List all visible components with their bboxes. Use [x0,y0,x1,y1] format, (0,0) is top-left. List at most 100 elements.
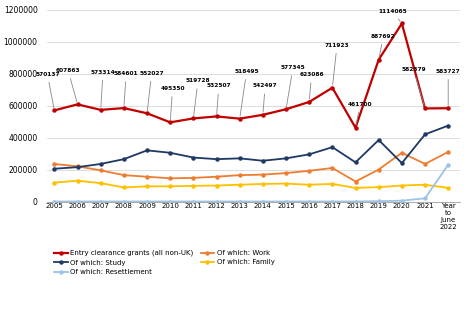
Entry clearance grants (all non-UK) [260,113,266,117]
Text: 542497: 542497 [253,84,277,112]
Of which: Resettlement: (3, 0): Resettlement: (3, 0) [121,200,127,203]
Of which: Study: (7, 2.65e+05): Study: (7, 2.65e+05) [214,157,219,161]
Of which: Study: (15, 2.4e+05): Study: (15, 2.4e+05) [399,161,405,165]
Line: Of which: Resettlement: Of which: Resettlement [53,163,450,203]
Text: 584601: 584601 [114,71,138,105]
Of which: Study: (14, 3.85e+05): Study: (14, 3.85e+05) [376,138,382,142]
Of which: Study: (3, 2.65e+05): Study: (3, 2.65e+05) [121,157,127,161]
Of which: Resettlement: (12, 0): Resettlement: (12, 0) [329,200,335,203]
Of which: Family: (1, 1.3e+05): Family: (1, 1.3e+05) [75,179,81,183]
Text: 607863: 607863 [56,68,81,102]
Of which: Work: (4, 1.55e+05): Work: (4, 1.55e+05) [144,175,150,179]
Of which: Work: (2, 1.95e+05): Work: (2, 1.95e+05) [98,168,103,172]
Of which: Family: (17, 8.5e+04): Family: (17, 8.5e+04) [446,186,451,190]
Text: 552027: 552027 [139,71,164,110]
Of which: Study: (11, 2.95e+05): Study: (11, 2.95e+05) [306,152,312,156]
Of which: Family: (2, 1.15e+05): Family: (2, 1.15e+05) [98,181,103,185]
Of which: Study: (0, 2.05e+05): Study: (0, 2.05e+05) [52,167,57,171]
Text: 577345: 577345 [281,65,305,107]
Of which: Family: (14, 9e+04): Family: (14, 9e+04) [376,185,382,189]
Text: 518495: 518495 [234,69,259,116]
Entry clearance grants (all non-UK) [237,117,243,121]
Of which: Study: (1, 2.15e+05): Study: (1, 2.15e+05) [75,165,81,169]
Of which: Work: (11, 1.92e+05): Work: (11, 1.92e+05) [306,169,312,173]
Of which: Resettlement: (2, 0): Resettlement: (2, 0) [98,200,103,203]
Of which: Resettlement: (17, 2.3e+05): Resettlement: (17, 2.3e+05) [446,163,451,167]
Entry clearance grants (all non-UK) [306,100,312,104]
Of which: Family: (16, 1.05e+05): Family: (16, 1.05e+05) [422,183,428,187]
Of which: Family: (6, 9.8e+04): Family: (6, 9.8e+04) [191,184,196,188]
Text: 887692: 887692 [371,34,396,57]
Of which: Study: (13, 2.45e+05): Study: (13, 2.45e+05) [353,161,358,164]
Entry clearance grants (all non-UK) [422,107,428,111]
Of which: Resettlement: (13, 0): Resettlement: (13, 0) [353,200,358,203]
Of which: Work: (10, 1.78e+05): Work: (10, 1.78e+05) [283,171,289,175]
Of which: Study: (12, 3.4e+05): Study: (12, 3.4e+05) [329,145,335,149]
Of which: Family: (4, 9.5e+04): Family: (4, 9.5e+04) [144,184,150,188]
Of which: Study: (6, 2.75e+05): Study: (6, 2.75e+05) [191,156,196,160]
Text: 519728: 519728 [186,78,210,116]
Of which: Study: (5, 3.05e+05): Study: (5, 3.05e+05) [167,151,173,155]
Of which: Work: (16, 2.35e+05): Work: (16, 2.35e+05) [422,162,428,166]
Of which: Family: (0, 1.18e+05): Family: (0, 1.18e+05) [52,181,57,185]
Of which: Study: (9, 2.55e+05): Study: (9, 2.55e+05) [260,159,266,163]
Of which: Work: (0, 2.35e+05): Work: (0, 2.35e+05) [52,162,57,166]
Of which: Family: (9, 1.1e+05): Family: (9, 1.1e+05) [260,182,266,186]
Of which: Study: (4, 3.2e+05): Study: (4, 3.2e+05) [144,149,150,152]
Of which: Family: (8, 1.05e+05): Family: (8, 1.05e+05) [237,183,243,187]
Of which: Work: (13, 1.25e+05): Work: (13, 1.25e+05) [353,180,358,184]
Entry clearance grants (all non-UK) [52,109,57,112]
Of which: Study: (8, 2.7e+05): Study: (8, 2.7e+05) [237,156,243,160]
Of which: Family: (10, 1.12e+05): Family: (10, 1.12e+05) [283,182,289,186]
Entry clearance grants (all non-UK) [121,106,127,110]
Text: 623086: 623086 [299,72,324,99]
Of which: Resettlement: (1, 0): Resettlement: (1, 0) [75,200,81,203]
Line: Entry clearance grants (all non-UK): Entry clearance grants (all non-UK) [53,22,450,129]
Entry clearance grants (all non-UK) [214,114,219,118]
Entry clearance grants (all non-UK) [98,108,103,112]
Of which: Work: (12, 2.1e+05): Work: (12, 2.1e+05) [329,166,335,170]
Entry clearance grants (all non-UK) [75,102,81,106]
Entry clearance grants (all non-UK) [191,116,196,120]
Of which: Family: (5, 9.5e+04): Family: (5, 9.5e+04) [167,184,173,188]
Text: 495350: 495350 [160,86,185,120]
Text: 582379: 582379 [401,67,426,106]
Of which: Work: (5, 1.45e+05): Work: (5, 1.45e+05) [167,176,173,180]
Text: 711923: 711923 [325,43,349,85]
Of which: Study: (10, 2.7e+05): Study: (10, 2.7e+05) [283,156,289,160]
Of which: Study: (2, 2.35e+05): Study: (2, 2.35e+05) [98,162,103,166]
Of which: Resettlement: (5, 0): Resettlement: (5, 0) [167,200,173,203]
Of which: Family: (7, 1e+05): Family: (7, 1e+05) [214,184,219,188]
Of which: Work: (1, 2.2e+05): Work: (1, 2.2e+05) [75,164,81,168]
Entry clearance grants (all non-UK) [353,126,358,130]
Of which: Work: (6, 1.48e+05): Work: (6, 1.48e+05) [191,176,196,180]
Of which: Resettlement: (10, 0): Resettlement: (10, 0) [283,200,289,203]
Of which: Family: (15, 1e+05): Family: (15, 1e+05) [399,184,405,188]
Line: Of which: Study: Of which: Study [53,124,450,170]
Text: 583727: 583727 [436,69,461,105]
Of which: Resettlement: (11, 0): Resettlement: (11, 0) [306,200,312,203]
Of which: Resettlement: (14, 2e+03): Resettlement: (14, 2e+03) [376,199,382,203]
Entry clearance grants (all non-UK) [376,58,382,62]
Text: 532507: 532507 [207,84,231,114]
Line: Of which: Work: Of which: Work [53,150,450,183]
Entry clearance grants (all non-UK) [399,21,405,25]
Of which: Resettlement: (8, 0): Resettlement: (8, 0) [237,200,243,203]
Of which: Resettlement: (6, 0): Resettlement: (6, 0) [191,200,196,203]
Of which: Work: (14, 2e+05): Work: (14, 2e+05) [376,168,382,172]
Of which: Work: (9, 1.68e+05): Work: (9, 1.68e+05) [260,173,266,176]
Of which: Family: (11, 1.05e+05): Family: (11, 1.05e+05) [306,183,312,187]
Entry clearance grants (all non-UK) [283,107,289,111]
Entry clearance grants (all non-UK) [329,86,335,90]
Of which: Resettlement: (16, 2e+04): Resettlement: (16, 2e+04) [422,196,428,200]
Entry clearance grants (all non-UK) [167,120,173,124]
Of which: Family: (3, 8.8e+04): Family: (3, 8.8e+04) [121,186,127,189]
Entry clearance grants (all non-UK) [446,106,451,110]
Of which: Work: (7, 1.55e+05): Work: (7, 1.55e+05) [214,175,219,179]
Of which: Study: (17, 4.75e+05): Study: (17, 4.75e+05) [446,124,451,127]
Text: 570137: 570137 [35,72,60,108]
Of which: Resettlement: (4, 0): Resettlement: (4, 0) [144,200,150,203]
Of which: Work: (8, 1.65e+05): Work: (8, 1.65e+05) [237,173,243,177]
Text: 573314: 573314 [91,70,115,107]
Of which: Work: (15, 3.05e+05): Work: (15, 3.05e+05) [399,151,405,155]
